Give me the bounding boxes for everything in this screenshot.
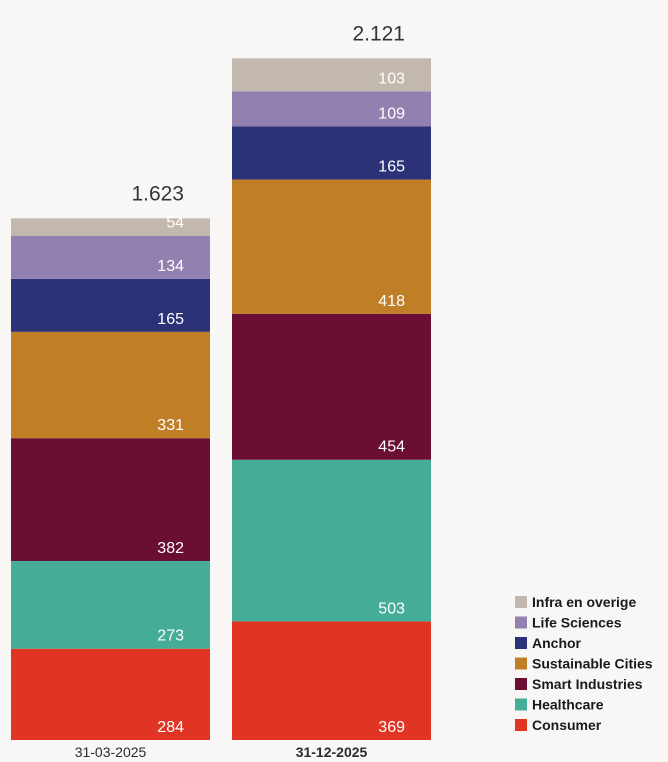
legend-label-6: Infra en overige bbox=[532, 594, 636, 610]
legend-swatch-3 bbox=[515, 657, 527, 670]
bars-group bbox=[11, 58, 431, 740]
data-label-3-0: 331 bbox=[157, 417, 184, 434]
data-label-6-1: 103 bbox=[378, 70, 405, 87]
total-label-0: 1.623 bbox=[131, 182, 184, 205]
data-label-0-0: 284 bbox=[157, 719, 184, 736]
bar-segment-1-1 bbox=[232, 459, 431, 622]
data-label-4-1: 165 bbox=[378, 158, 405, 175]
data-label-3-1: 418 bbox=[378, 293, 405, 310]
data-label-1-1: 503 bbox=[378, 600, 405, 617]
data-label-1-0: 273 bbox=[157, 628, 184, 645]
legend-label-2: Smart Industries bbox=[532, 676, 643, 692]
bar-segment-5-1 bbox=[232, 91, 431, 127]
data-label-0-1: 369 bbox=[378, 719, 405, 736]
bar-segment-6-1 bbox=[232, 58, 431, 92]
labels-group: 284 273 382 331 165 134 54 1.623 31-03-2025 369 50… bbox=[75, 22, 405, 760]
data-label-2-1: 454 bbox=[378, 439, 405, 456]
bar-segment-1-0 bbox=[11, 560, 210, 649]
category-label-0: 31-03-2025 bbox=[75, 744, 147, 760]
total-label-1: 2.121 bbox=[352, 22, 405, 45]
bar-segment-2-1 bbox=[232, 313, 431, 460]
legend-label-5: Life Sciences bbox=[532, 615, 622, 631]
legend-swatch-1 bbox=[515, 698, 527, 711]
legend-swatch-4 bbox=[515, 637, 527, 649]
legend-label-4: Anchor bbox=[532, 635, 582, 651]
bar-segment-0-0 bbox=[11, 648, 210, 740]
data-label-4-0: 165 bbox=[157, 311, 184, 328]
legend-label-3: Sustainable Cities bbox=[532, 656, 653, 672]
bar-segment-0-1 bbox=[232, 621, 431, 740]
bar-segment-3-1 bbox=[232, 179, 431, 314]
bar-segment-3-0 bbox=[11, 331, 210, 439]
data-label-5-0: 134 bbox=[157, 258, 184, 275]
legend-swatch-0 bbox=[515, 719, 527, 731]
legend-swatch-2 bbox=[515, 678, 527, 690]
data-label-2-0: 382 bbox=[157, 540, 184, 557]
legend-label-0: Consumer bbox=[532, 717, 602, 733]
data-label-6-0: 54 bbox=[166, 215, 184, 232]
bar-segment-6-0 bbox=[11, 218, 210, 236]
legend-label-1: Healthcare bbox=[532, 697, 604, 713]
data-label-5-1: 109 bbox=[378, 105, 405, 122]
bar-segment-5-0 bbox=[11, 235, 210, 279]
bar-segment-4-1 bbox=[232, 126, 431, 180]
bar-segment-2-0 bbox=[11, 438, 210, 561]
legend-swatch-5 bbox=[515, 616, 527, 629]
legend-swatch-6 bbox=[515, 596, 527, 608]
category-label-1: 31-12-2025 bbox=[296, 744, 368, 760]
bar-segment-4-0 bbox=[11, 278, 210, 332]
legend: Infra en overige Life Sciences Anchor Susta… bbox=[515, 594, 653, 733]
